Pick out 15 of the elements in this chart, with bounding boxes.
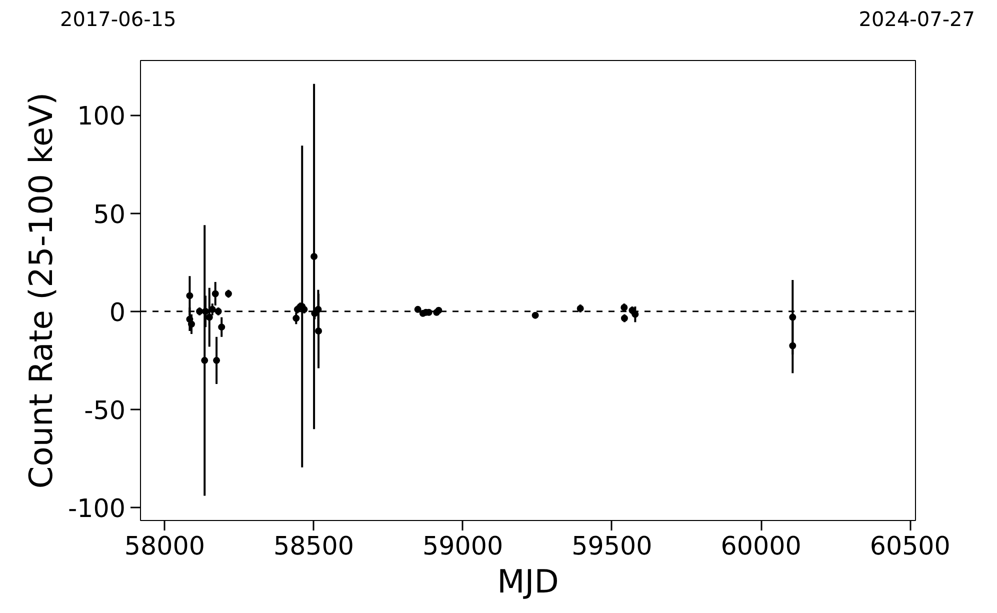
y-tick-label: 100 [77,100,126,131]
x-tick-label: 58500 [273,530,354,560]
x-tick-label: 60500 [870,530,950,560]
text: 2024-07-27 [858,6,975,33]
text: 2017-06-15 [60,6,176,33]
y-tick-label: -100 [68,493,126,524]
y-tick-label: 50 [93,198,126,229]
x-tick-label: 58000 [124,530,205,560]
x-tick-label: 59000 [422,530,504,560]
x-tick-label: 60000 [720,530,802,560]
y-tick-label: 0 [109,296,126,327]
y-tick-label: -50 [84,394,126,425]
x-tick-label: 59500 [572,530,652,560]
x-axis-title: MJD [497,562,559,600]
y-axis-title: Count Rate (25-100 keV) [22,92,60,489]
